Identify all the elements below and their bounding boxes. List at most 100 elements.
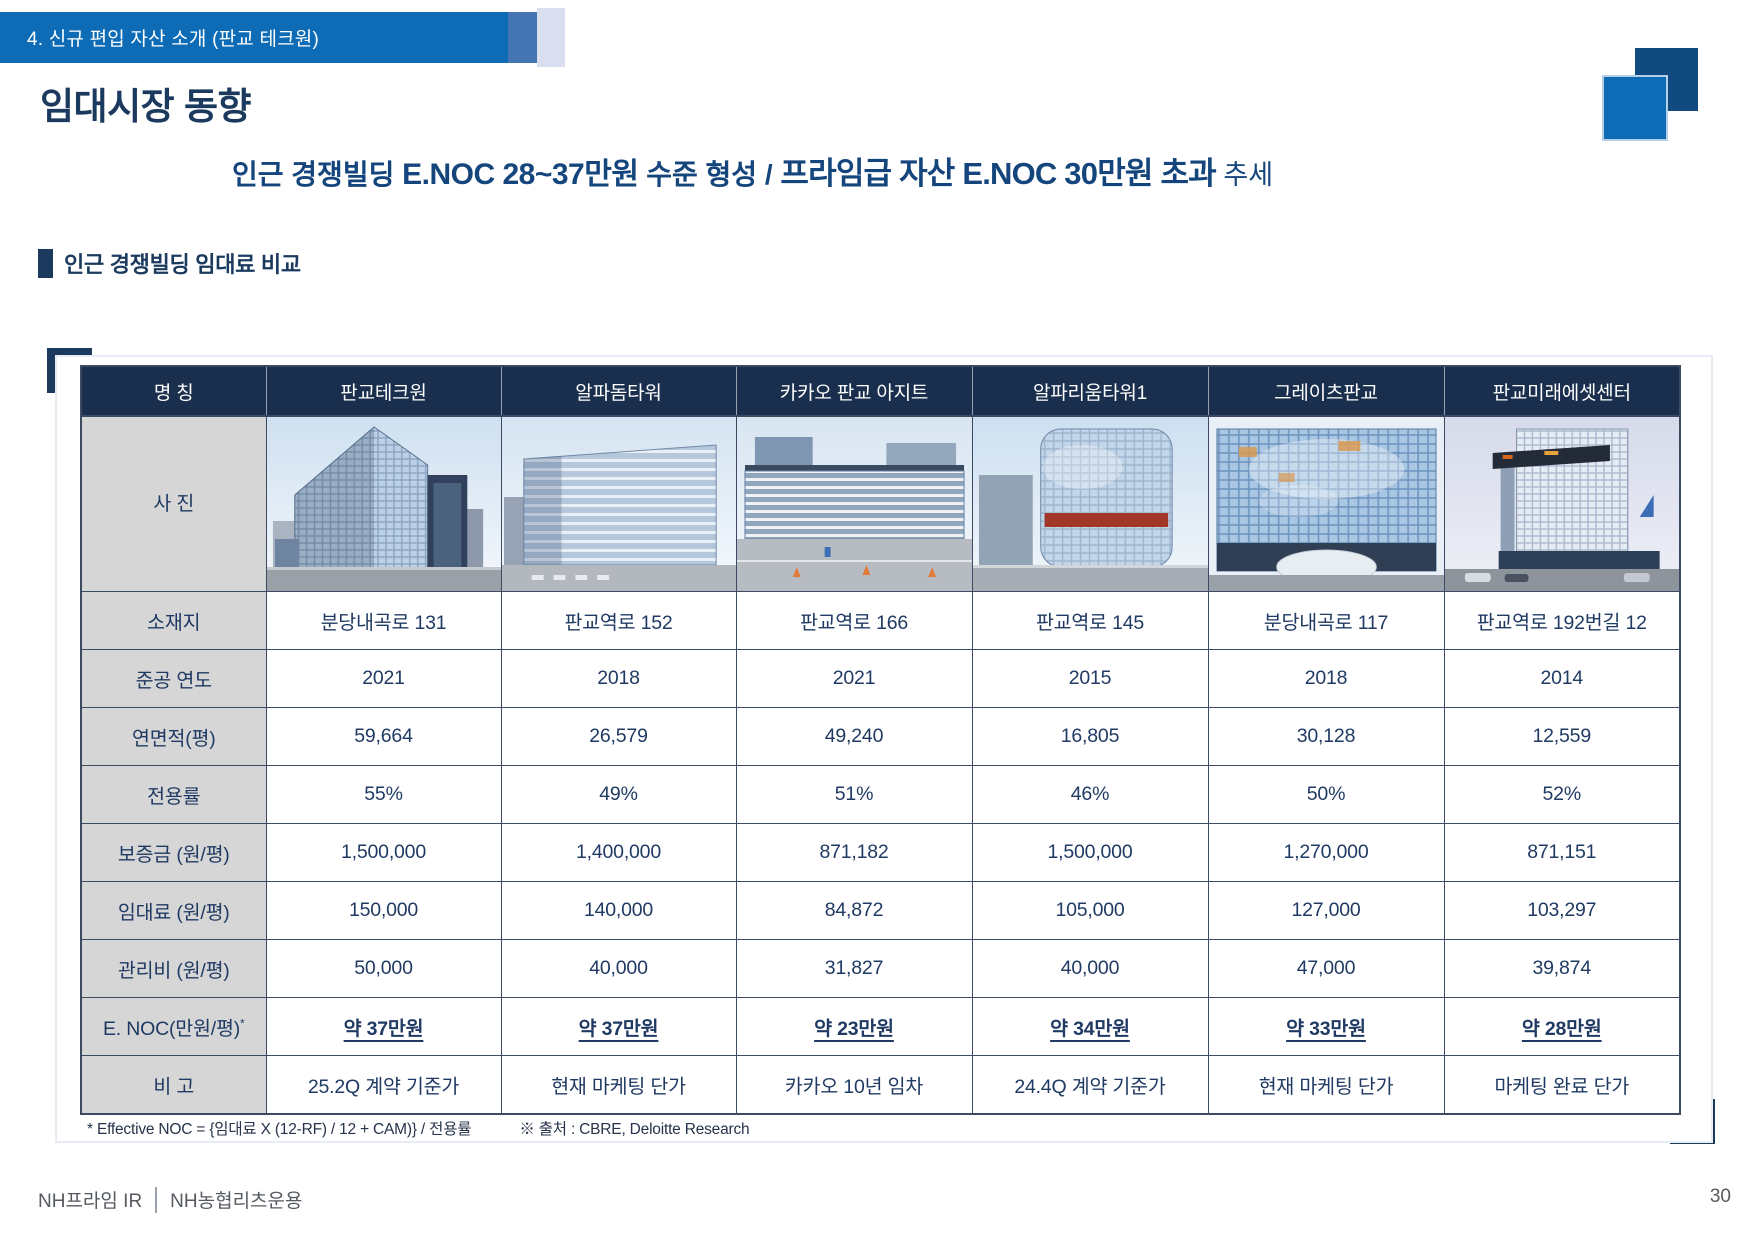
header-accent-square-slate (508, 12, 537, 63)
pangyo-techone-photo (265, 415, 502, 592)
section-header-label: 4. 신규 편입 자산 소개 (판교 테크원) (27, 29, 320, 50)
table-cell: 55% (265, 765, 502, 824)
table-cell: 103,297 (1443, 881, 1681, 940)
table-cell: 25.2Q 계약 기준가 (265, 1055, 502, 1114)
table-cell: 30,128 (1207, 707, 1445, 766)
table-cell: 871,151 (1443, 823, 1681, 882)
table-cell: 현재 마케팅 단가 (1207, 1055, 1445, 1114)
table-cell: 판교역로 192번길 12 (1443, 591, 1681, 650)
table-cell: 약 37만원 (265, 997, 502, 1056)
table-cell: 50,000 (265, 939, 502, 998)
table-cell: 카카오 10년 임차 (735, 1055, 973, 1114)
table-cell: 46% (971, 765, 1209, 824)
table-cell: 현재 마케팅 단가 (500, 1055, 737, 1114)
col-header-techone: 판교테크원 (265, 366, 501, 417)
footnote-marker: * (240, 1016, 245, 1031)
table-cell: 871,182 (735, 823, 973, 882)
table-cell: 24.4Q 계약 기준가 (971, 1055, 1209, 1114)
table-cell: 분당내곡로 117 (1207, 591, 1445, 650)
table-row-cam: 관리비 (원/평) 50,000 40,000 31,827 40,000 47… (80, 939, 1681, 998)
pangyo-miraeasset-center-photo (1443, 415, 1681, 592)
footer-divider (155, 1186, 158, 1213)
row-label: 임대료 (원/평) (80, 881, 267, 940)
row-label: 준공 연도 (80, 649, 267, 708)
row-label: 사 진 (80, 415, 267, 592)
rent-comparison-table: 명 칭 판교테크원 알파돔타워 카카오 판교 아지트 알파리움타워1 그레이츠판… (80, 365, 1681, 1115)
key-message: 인근 경쟁빌딩 E.NOC 28~37만원 수준 형성 / 프라임급 자산 E.… (232, 148, 1273, 193)
corner-accent-square-blue (1602, 75, 1668, 141)
table-cell: 31,827 (735, 939, 973, 998)
key-message-part2: E.NOC 28~37만원 (402, 158, 639, 191)
table-cell: 49,240 (735, 707, 973, 766)
content-box: 명 칭 판교테크원 알파돔타워 카카오 판교 아지트 알파리움타워1 그레이츠판… (55, 355, 1713, 1143)
table-cell: 약 34만원 (971, 997, 1209, 1056)
table-cell: 105,000 (971, 881, 1209, 940)
table-row-remarks: 비 고 25.2Q 계약 기준가 현재 마케팅 단가 카카오 10년 임차 24… (80, 1055, 1681, 1114)
row-label: 연면적(평) (80, 707, 267, 766)
table-cell: 1,500,000 (265, 823, 502, 882)
photo-row: 사 진 (80, 415, 1681, 592)
table-cell: 39,874 (1443, 939, 1681, 998)
table-cell: 52% (1443, 765, 1681, 824)
table-cell: 51% (735, 765, 973, 824)
col-header-kakao: 카카오 판교 아지트 (735, 366, 972, 417)
row-label-enoc: E. NOC(만원/평)* (80, 997, 267, 1056)
graits-pangyo-photo (1207, 415, 1445, 592)
table-cell: 1,500,000 (971, 823, 1209, 882)
footer-brand-secondary: NH농협리츠운용 (170, 1191, 303, 1212)
table-cell: 16,805 (971, 707, 1209, 766)
table-cell: 140,000 (500, 881, 737, 940)
table-cell: 59,664 (265, 707, 502, 766)
table-cell: 26,579 (500, 707, 737, 766)
footer: NH프라임 IR NH농협리츠운용 (38, 1186, 303, 1213)
table-cell: 2018 (500, 649, 737, 708)
footer-brand-primary: NH프라임 IR (38, 1191, 143, 1212)
key-message-part3: 수준 형성 / (638, 159, 781, 190)
table-cell: 약 37만원 (500, 997, 737, 1056)
table-header-row: 명 칭 판교테크원 알파돔타워 카카오 판교 아지트 알파리움타워1 그레이츠판… (81, 366, 1680, 417)
row-label: 보증금 (원/평) (80, 823, 267, 882)
table-cell: 2018 (1207, 649, 1445, 708)
alpharium-tower1-photo (971, 415, 1209, 592)
section-title: 인근 경쟁빌딩 임대료 비교 (64, 252, 301, 277)
table-row-enoc: E. NOC(만원/평)* 약 37만원 약 37만원 약 23만원 약 34만… (80, 997, 1681, 1056)
col-header-name: 명 칭 (81, 366, 266, 417)
table-cell: 2021 (735, 649, 973, 708)
table-cell: 40,000 (500, 939, 737, 998)
footnote-formula: * Effective NOC = {임대료 X (12-RF) / 12 + … (87, 1121, 472, 1138)
col-header-miraeasset: 판교미래에셋센터 (1443, 366, 1680, 417)
table-row-completion-year: 준공 연도 2021 2018 2021 2015 2018 2014 (80, 649, 1681, 708)
table-row-efficiency: 전용률 55% 49% 51% 46% 50% 52% (80, 765, 1681, 824)
table-cell: 127,000 (1207, 881, 1445, 940)
table-cell: 12,559 (1443, 707, 1681, 766)
table-cell: 2015 (971, 649, 1209, 708)
table-cell: 2014 (1443, 649, 1681, 708)
row-label-text: E. NOC(만원/평) (103, 1018, 240, 1040)
table-cell: 마케팅 완료 단가 (1443, 1055, 1681, 1114)
table-cell: 84,872 (735, 881, 973, 940)
table-cell: 약 28만원 (1443, 997, 1681, 1056)
table-cell: 2021 (265, 649, 502, 708)
key-message-part5: 추세 (1215, 160, 1274, 190)
table-row-deposit: 보증금 (원/평) 1,500,000 1,400,000 871,182 1,… (80, 823, 1681, 882)
section-bullet-icon (38, 248, 53, 278)
footnotes: * Effective NOC = {임대료 X (12-RF) / 12 + … (87, 1117, 750, 1139)
col-header-alphadom: 알파돔타워 (500, 366, 736, 417)
table-cell: 판교역로 145 (971, 591, 1209, 650)
table-cell: 판교역로 166 (735, 591, 973, 650)
page-title: 임대시장 동향 (40, 86, 252, 127)
key-message-part1: 인근 경쟁빌딩 (232, 159, 403, 190)
table-row-rent: 임대료 (원/평) 150,000 140,000 84,872 105,000… (80, 881, 1681, 940)
table-cell: 1,400,000 (500, 823, 737, 882)
kakao-pangyo-agit-photo (735, 415, 973, 592)
table-cell: 150,000 (265, 881, 502, 940)
corner-bracket-top-left-icon (47, 348, 92, 393)
row-label: 전용률 (80, 765, 267, 824)
key-message-part4: 프라임급 자산 E.NOC 30만원 초과 (780, 156, 1216, 191)
col-header-alpharium: 알파리움타워1 (971, 366, 1208, 417)
footnote-source: ※ 출처 : CBRE, Deloitte Research (519, 1121, 750, 1138)
row-label: 소재지 (80, 591, 267, 650)
col-header-graits: 그레이츠판교 (1207, 366, 1444, 417)
header-accent-square-light (537, 8, 565, 67)
alphadom-tower-photo (500, 415, 737, 592)
